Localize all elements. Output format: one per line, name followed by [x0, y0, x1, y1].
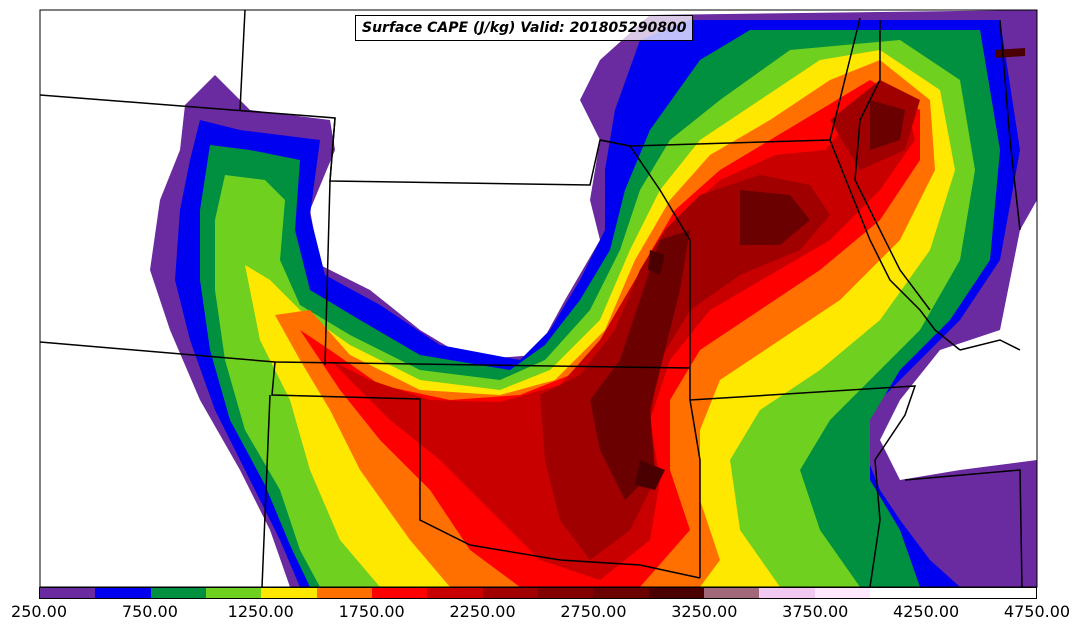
cape-contours	[150, 10, 1037, 587]
colorbar-tick-label: 750.00	[121, 602, 178, 621]
boundary-line	[239, 10, 246, 111]
colorbar-swatch	[40, 588, 96, 598]
colorbar-swatch	[537, 588, 594, 598]
colorbar-tick-label: 1750.00	[338, 602, 405, 621]
colorbar-tick-label: 1250.00	[227, 602, 294, 621]
colorbar-swatch	[980, 588, 1036, 598]
colorbar-tick-label: 2250.00	[449, 602, 516, 621]
contour-2750	[590, 100, 905, 500]
colorbar-tick-label: 3250.00	[671, 602, 738, 621]
colorbar-swatch	[925, 588, 981, 598]
colorbar	[39, 587, 1037, 599]
boundary-line	[904, 469, 1023, 587]
colorbar-swatch	[205, 588, 262, 598]
boundary-line	[329, 117, 336, 182]
boundary-line	[959, 339, 1021, 351]
boundary-line	[999, 19, 1021, 231]
colorbar-tick-label: 3750.00	[782, 602, 849, 621]
boundary-line	[599, 139, 701, 578]
boundary-line	[271, 361, 701, 579]
boundary-line	[829, 139, 961, 351]
colorbar-swatch	[814, 588, 870, 598]
state-boundaries	[40, 10, 1023, 587]
colorbar-swatch	[648, 588, 704, 598]
boundary-line	[261, 394, 271, 587]
colorbar-swatch	[371, 588, 428, 598]
map-title: Surface CAPE (J/kg) Valid: 201805290800	[355, 15, 694, 41]
colorbar-tick-label: 250.00	[11, 602, 67, 621]
colorbar-tick-label: 2750.00	[560, 602, 627, 621]
colorbar-tick-label: 4250.00	[893, 602, 960, 621]
colorbar-swatch	[593, 588, 649, 598]
colorbar-swatch	[482, 588, 538, 598]
colorbar-swatch	[427, 588, 483, 598]
colorbar-swatch	[261, 588, 317, 598]
colorbar-swatch	[150, 588, 206, 598]
boundary-line	[689, 385, 917, 587]
colorbar-swatch	[759, 588, 815, 598]
colorbar-tick-label: 4750.00	[1003, 602, 1071, 621]
boundary-line	[854, 20, 931, 311]
colorbar-swatch	[703, 588, 760, 598]
colorbar-swatch	[316, 588, 372, 598]
boundary-line	[324, 180, 331, 366]
colorbar-swatch	[95, 588, 151, 598]
colorbar-swatch	[869, 588, 926, 598]
